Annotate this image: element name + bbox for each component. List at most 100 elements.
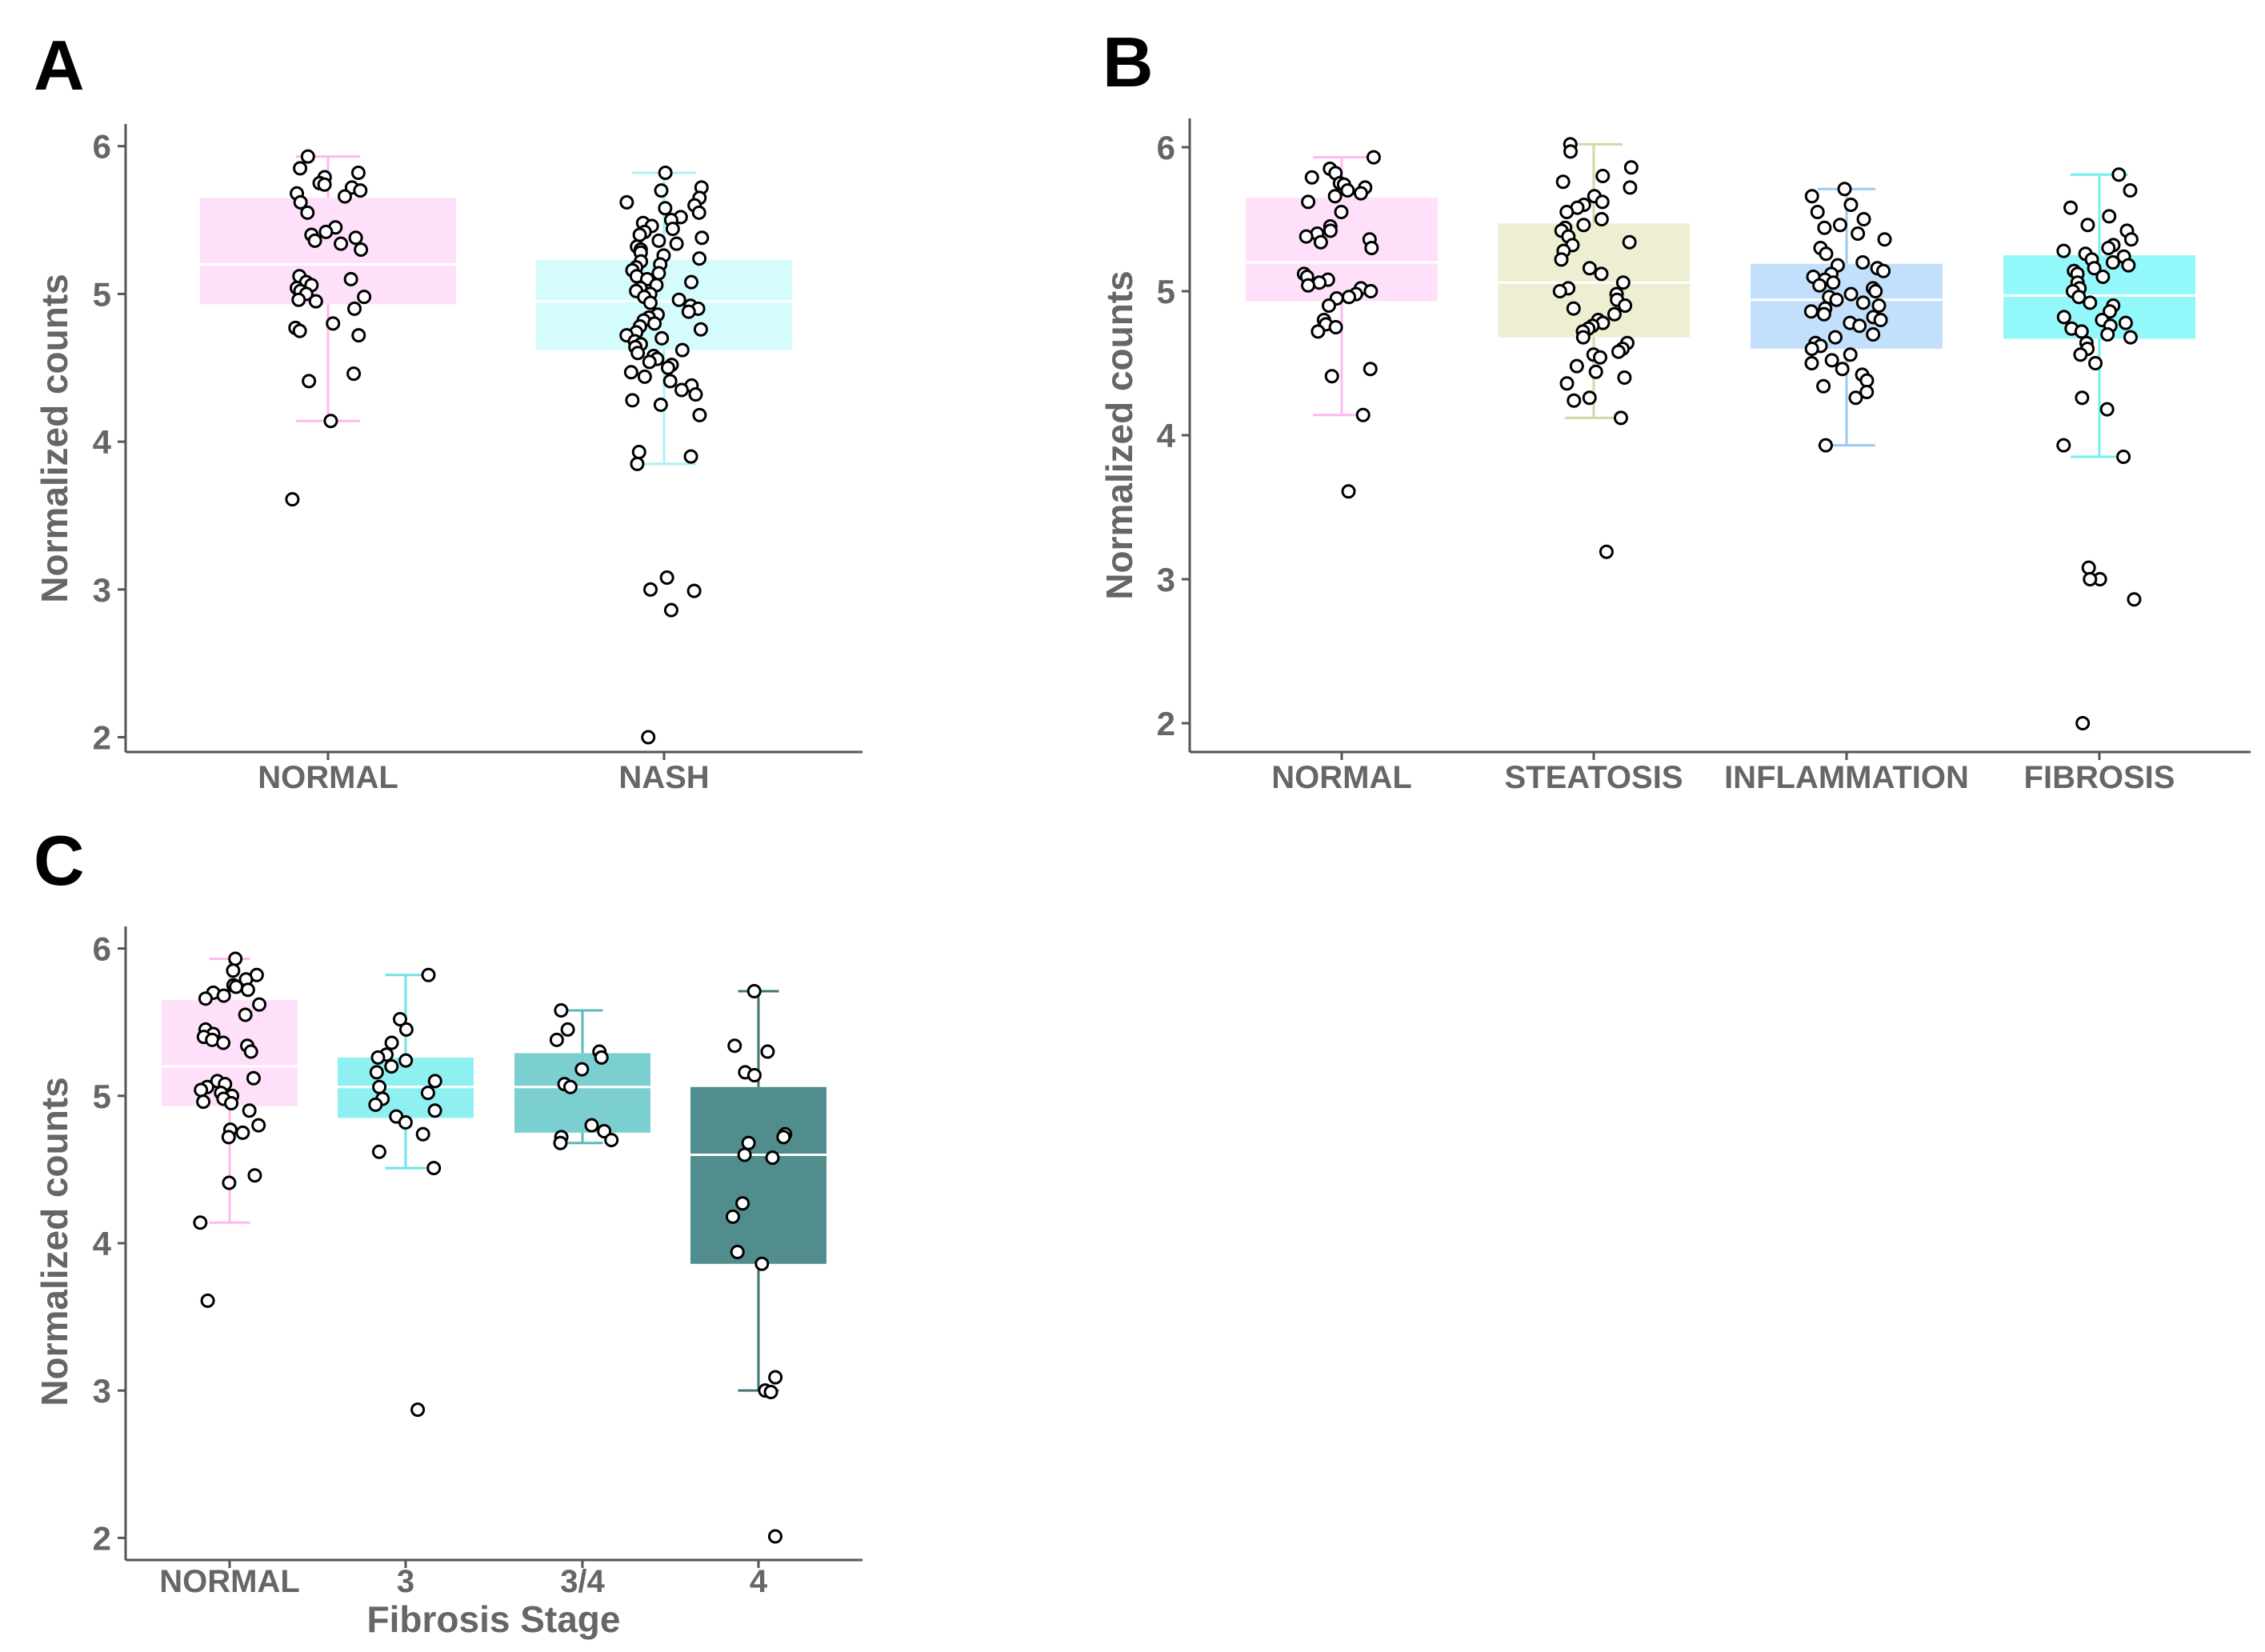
data-point bbox=[776, 1130, 791, 1145]
data-point bbox=[768, 1370, 783, 1385]
y-tick-label: 2 bbox=[1157, 705, 1175, 742]
data-point bbox=[1615, 275, 1631, 290]
data-point bbox=[1852, 318, 1867, 334]
data-point bbox=[1871, 298, 1887, 313]
x-tick-label: INFLAMMATION bbox=[1724, 760, 1969, 795]
data-point bbox=[1559, 376, 1575, 391]
data-point bbox=[651, 266, 666, 281]
data-point bbox=[767, 1529, 782, 1544]
data-point bbox=[741, 1135, 756, 1150]
data-point bbox=[665, 222, 680, 237]
box-group bbox=[514, 1002, 650, 1150]
data-point bbox=[384, 1058, 399, 1074]
y-tick-label: 5 bbox=[93, 275, 111, 313]
data-point bbox=[420, 1086, 435, 1101]
data-point bbox=[1623, 160, 1639, 175]
data-point bbox=[2099, 402, 2115, 417]
data-point bbox=[1810, 205, 1825, 219]
data-point bbox=[2123, 330, 2138, 345]
data-point bbox=[398, 1114, 413, 1130]
data-point bbox=[2123, 232, 2139, 247]
data-point bbox=[308, 294, 323, 309]
data-point bbox=[653, 397, 668, 412]
data-point bbox=[235, 1125, 250, 1140]
data-point bbox=[1827, 330, 1843, 345]
box-group bbox=[2003, 167, 2195, 730]
data-point bbox=[625, 393, 640, 408]
x-tick-label: NASH bbox=[618, 760, 709, 795]
data-point bbox=[2101, 241, 2116, 255]
data-point bbox=[553, 1135, 568, 1150]
data-point bbox=[2116, 450, 2131, 464]
data-point bbox=[1829, 292, 1844, 307]
data-point bbox=[326, 316, 341, 331]
x-tick-label: STEATOSIS bbox=[1504, 760, 1683, 795]
data-point bbox=[243, 1044, 258, 1059]
data-point bbox=[594, 1050, 609, 1065]
data-point bbox=[2073, 347, 2088, 362]
data-point bbox=[584, 1118, 599, 1133]
data-point bbox=[216, 1035, 231, 1050]
data-point bbox=[1851, 226, 1866, 241]
data-point bbox=[368, 1097, 383, 1112]
data-point bbox=[1618, 298, 1633, 313]
data-point bbox=[692, 407, 707, 422]
data-point bbox=[398, 1053, 414, 1068]
data-point bbox=[1301, 194, 1316, 210]
data-point bbox=[2083, 572, 2098, 586]
data-point bbox=[1334, 205, 1349, 219]
data-point bbox=[2080, 218, 2095, 233]
data-point bbox=[370, 1050, 386, 1065]
y-tick-label: 3 bbox=[93, 571, 111, 609]
data-point bbox=[427, 1074, 442, 1089]
data-point bbox=[2121, 258, 2136, 273]
x-tick-label: FIBROSIS bbox=[2024, 760, 2175, 795]
data-point bbox=[1804, 342, 1819, 356]
data-point bbox=[224, 1096, 239, 1111]
data-point bbox=[193, 1215, 208, 1230]
data-point bbox=[1816, 378, 1831, 394]
data-point bbox=[2056, 243, 2071, 258]
data-point bbox=[398, 1022, 414, 1037]
data-point bbox=[1622, 234, 1637, 250]
data-point bbox=[357, 290, 372, 305]
data-point bbox=[684, 274, 699, 290]
data-point bbox=[694, 230, 710, 246]
data-point bbox=[1566, 301, 1581, 316]
y-tick-label: 4 bbox=[1157, 417, 1176, 454]
data-point bbox=[686, 583, 702, 598]
box-group bbox=[690, 984, 826, 1544]
data-point bbox=[1843, 286, 1859, 302]
data-point bbox=[347, 301, 362, 316]
data-point bbox=[200, 1293, 215, 1308]
panel-c: C 2 3 4 5 6 Normalized counts Fibrosis Stage NO… bbox=[34, 821, 862, 1640]
data-point bbox=[623, 365, 638, 380]
data-point bbox=[642, 295, 658, 310]
data-point bbox=[196, 1094, 211, 1110]
data-point bbox=[2075, 390, 2090, 406]
data-point bbox=[560, 1022, 575, 1037]
data-point bbox=[737, 1147, 752, 1162]
y-tick-label: 6 bbox=[93, 128, 111, 166]
data-point bbox=[1812, 278, 1827, 293]
data-point bbox=[343, 271, 358, 286]
data-point bbox=[410, 1402, 426, 1418]
x-axis-title: Fibrosis Stage bbox=[367, 1598, 621, 1640]
data-point bbox=[630, 346, 646, 361]
data-point bbox=[1848, 390, 1863, 406]
data-point bbox=[597, 1124, 612, 1139]
data-point bbox=[302, 374, 317, 389]
data-point bbox=[1873, 313, 1888, 327]
data-point bbox=[229, 979, 244, 994]
data-point bbox=[1353, 186, 1368, 201]
data-point bbox=[291, 292, 306, 307]
data-point bbox=[2074, 324, 2089, 339]
data-point bbox=[300, 205, 315, 220]
data-point bbox=[307, 233, 322, 248]
data-point bbox=[1876, 263, 1891, 278]
data-point bbox=[727, 1038, 742, 1054]
data-point bbox=[351, 328, 366, 343]
y-tick-label: 3 bbox=[93, 1372, 111, 1410]
y-tick-label: 4 bbox=[93, 1225, 112, 1262]
data-point bbox=[746, 984, 762, 999]
